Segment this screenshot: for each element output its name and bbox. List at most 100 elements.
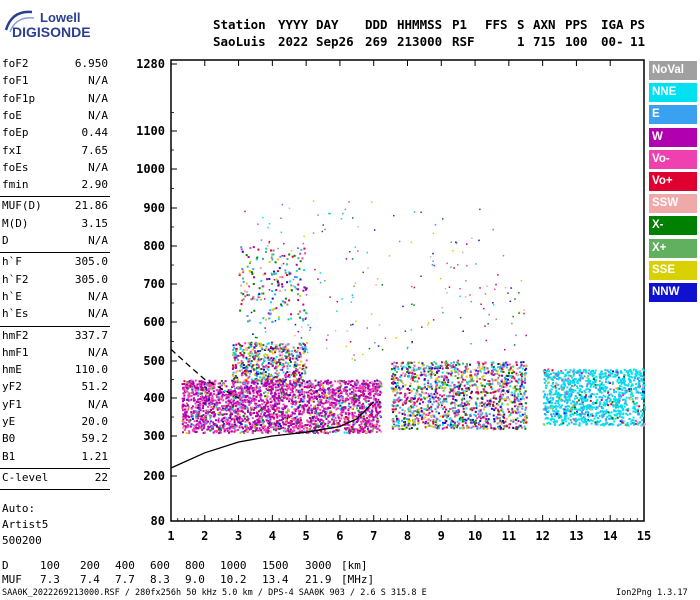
echo-point (443, 387, 446, 390)
echo-point (262, 292, 265, 295)
echo-point (263, 413, 266, 416)
echo-point (362, 381, 365, 384)
echo-point (352, 405, 355, 408)
echo-point (342, 410, 345, 413)
echo-point (231, 385, 234, 388)
echo-point (361, 419, 364, 422)
echo-point (231, 423, 234, 426)
echo-point (454, 414, 457, 417)
echo-point (315, 412, 318, 415)
echo-point (318, 388, 321, 391)
echo-point (409, 414, 412, 417)
echo-point (290, 430, 293, 432)
echo-point (257, 296, 260, 299)
echo-point (427, 382, 430, 385)
echo-point (474, 401, 477, 404)
echo-point (357, 399, 360, 402)
echo-point (326, 397, 329, 400)
echo-point (318, 414, 321, 417)
echo-point (303, 393, 306, 396)
echo-point (246, 386, 249, 389)
echo-point (277, 361, 280, 364)
echo-point (303, 397, 306, 400)
echo-point (498, 427, 501, 430)
echo-point (487, 380, 490, 382)
echo-point (497, 381, 499, 384)
echo-point (462, 426, 465, 429)
echo-point (493, 391, 496, 393)
echo-point (270, 413, 273, 416)
echo-point (270, 359, 273, 362)
echo-point (465, 414, 468, 416)
echo-point (303, 349, 306, 352)
echo-point (481, 412, 484, 415)
echo-point (317, 432, 319, 435)
echo-point (302, 411, 305, 414)
echo-point (284, 416, 287, 419)
echo-point (276, 423, 279, 426)
echo-point (308, 390, 311, 392)
echo-point (302, 367, 305, 370)
echo-point (234, 375, 237, 377)
echo-point (445, 400, 448, 403)
echo-point (410, 378, 412, 381)
echo-point (196, 420, 199, 422)
echo-point (477, 413, 480, 416)
echo-point (412, 414, 415, 417)
echo-point (352, 423, 355, 426)
echo-point (322, 431, 325, 434)
echo-point (196, 417, 199, 420)
echo-point (194, 425, 197, 428)
echo-point (243, 379, 246, 382)
echo-point (436, 366, 439, 369)
echo-point (248, 428, 251, 431)
echo-point (324, 389, 327, 391)
echo-point (188, 430, 191, 433)
echo-point (297, 283, 300, 286)
echo-point (287, 414, 290, 417)
echo-point (493, 394, 496, 397)
echo-point (444, 410, 446, 413)
echo-point (249, 357, 252, 360)
echo-point (430, 385, 433, 388)
echo-point (434, 421, 437, 424)
echo-point (295, 384, 298, 387)
echo-point (465, 407, 468, 410)
echo-point (259, 376, 262, 379)
echo-point (432, 426, 435, 428)
echo-point (261, 415, 263, 418)
echo-point (317, 400, 320, 403)
echo-point (315, 391, 318, 394)
echo-point (319, 398, 322, 401)
echo-point (416, 413, 419, 416)
echo-point (219, 396, 222, 399)
echo-point (279, 361, 282, 364)
x-tick-label: 9 (438, 529, 445, 543)
echo-point (441, 361, 443, 364)
echo-point (354, 382, 357, 385)
echo-point (374, 390, 377, 393)
echo-point (285, 415, 288, 418)
echo-point (374, 398, 377, 400)
echo-point (495, 416, 498, 419)
echo-point (473, 413, 476, 416)
echo-point (640, 414, 643, 417)
echo-point (412, 413, 415, 416)
echo-point (519, 373, 522, 376)
echo-point (224, 428, 227, 431)
echo-point (298, 384, 301, 387)
echo-point (268, 389, 271, 392)
echo-point (211, 397, 214, 400)
echo-point (240, 385, 243, 388)
echo-point (252, 268, 255, 271)
echo-point (511, 407, 514, 410)
echo-point (186, 390, 189, 393)
echo-point (293, 418, 296, 421)
echo-point (267, 342, 270, 345)
echo-point (337, 422, 340, 424)
echo-point (521, 373, 523, 376)
echo-point (267, 372, 270, 375)
echo-point (234, 423, 237, 426)
echo-point (333, 397, 336, 400)
echo-point (350, 426, 353, 428)
